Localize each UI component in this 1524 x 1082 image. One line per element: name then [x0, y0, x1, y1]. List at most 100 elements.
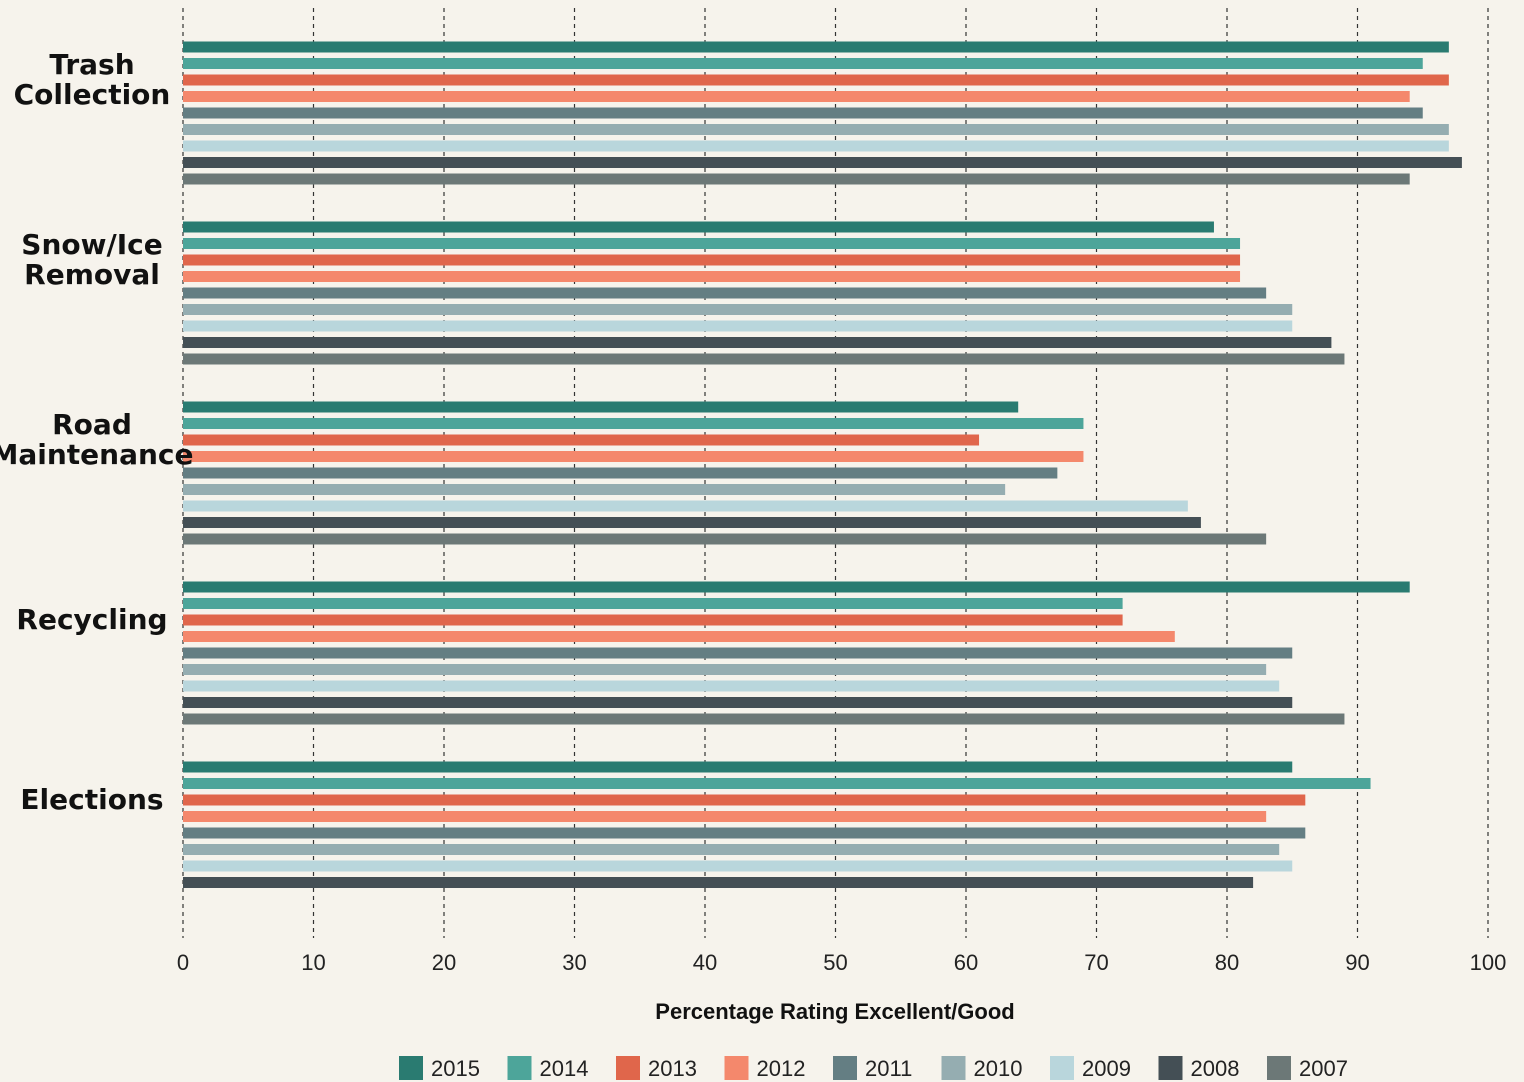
- legend-item-2008: 2008: [1158, 1056, 1240, 1081]
- bar-road-maintenance-2008: [183, 517, 1201, 528]
- category-label-elections: Elections: [20, 783, 163, 816]
- x-tick-label: 10: [301, 950, 325, 975]
- category-label-road-maintenance: Road Maintenance: [0, 408, 194, 471]
- legend: 2015 2014 2013 2012 2011 2010 2009 2008 2007: [399, 1056, 1348, 1081]
- bar-road-maintenance-2012: [183, 451, 1084, 462]
- bar-snow-ice-removal-2014: [183, 238, 1241, 249]
- bar-trash-collection-2010: [183, 124, 1449, 135]
- bar-recycling-2011: [183, 647, 1293, 659]
- category-label-line: Removal: [24, 258, 160, 291]
- bar-trash-collection-2012: [183, 91, 1410, 102]
- legend-item-2012: 2012: [724, 1056, 806, 1081]
- bar-road-maintenance-2011: [183, 467, 1058, 479]
- x-tick-label: 30: [562, 950, 586, 975]
- bar-road-maintenance-2010: [183, 484, 1006, 495]
- legend-label: 2012: [757, 1056, 806, 1081]
- category-label-trash-collection: Trash Collection: [14, 48, 171, 111]
- x-tick-label: 0: [177, 950, 189, 975]
- bar-road-maintenance-2015: [183, 401, 1019, 413]
- bar-recycling-2007: [183, 713, 1345, 725]
- legend-label: 2009: [1082, 1056, 1131, 1081]
- bar-elections-2015: [183, 761, 1293, 773]
- bar-snow-ice-removal-2015: [183, 221, 1214, 233]
- category-label-line: Recycling: [16, 603, 167, 636]
- bar-trash-collection-2013: [183, 74, 1449, 86]
- bar-group-snow-ice-removal: [183, 221, 1345, 365]
- legend-label: 2013: [648, 1056, 697, 1081]
- x-tick-label: 100: [1470, 950, 1507, 975]
- legend-swatch: [724, 1056, 749, 1080]
- legend-label: 2007: [1299, 1056, 1348, 1081]
- x-tick-label: 40: [693, 950, 717, 975]
- bar-recycling-2009: [183, 680, 1280, 692]
- bar-elections-2011: [183, 827, 1306, 839]
- bar-group-elections: [183, 761, 1371, 888]
- legend-swatch: [833, 1056, 857, 1080]
- bar-recycling-2008: [183, 697, 1293, 708]
- bar-recycling-2015: [183, 581, 1410, 593]
- legend-label: 2008: [1191, 1056, 1240, 1081]
- bar-elections-2013: [183, 794, 1306, 806]
- x-axis-title: Percentage Rating Excellent/Good: [655, 999, 1014, 1024]
- category-label-line: Trash: [49, 48, 134, 81]
- category-label-line: Elections: [20, 783, 163, 816]
- x-tick-label: 80: [1215, 950, 1239, 975]
- bar-trash-collection-2014: [183, 58, 1423, 69]
- bar-road-maintenance-2014: [183, 418, 1084, 429]
- bar-road-maintenance-2013: [183, 434, 980, 446]
- bar-snow-ice-removal-2008: [183, 337, 1332, 348]
- category-label-line: Road: [52, 408, 132, 441]
- legend-swatch: [507, 1056, 532, 1080]
- legend-swatch: [399, 1056, 423, 1080]
- legend-label: 2010: [974, 1056, 1023, 1081]
- bar-recycling-2010: [183, 664, 1267, 675]
- bar-elections-2010: [183, 844, 1280, 855]
- bar-snow-ice-removal-2013: [183, 254, 1241, 266]
- bar-snow-ice-removal-2011: [183, 287, 1267, 299]
- bar-road-maintenance-2009: [183, 500, 1188, 512]
- legend-item-2007: 2007: [1267, 1056, 1348, 1081]
- legend-item-2009: 2009: [1050, 1056, 1131, 1081]
- category-label-layer: Trash Collection Snow/Ice Removal Road Mainte…: [0, 48, 194, 816]
- bar-group-recycling: [183, 581, 1410, 725]
- x-tick-layer: 0 10 20 30 40 50 60 70 80 90 100: [177, 950, 1506, 975]
- category-label-line: Maintenance: [0, 438, 194, 471]
- legend-item-2013: 2013: [616, 1056, 697, 1081]
- legend-item-2010: 2010: [941, 1056, 1023, 1081]
- legend-swatch: [941, 1056, 966, 1080]
- bar-elections-2008: [183, 877, 1254, 888]
- legend-item-2014: 2014: [507, 1056, 589, 1081]
- bar-trash-collection-2008: [183, 157, 1462, 168]
- bar-elections-2009: [183, 860, 1293, 872]
- x-tick-label: 50: [823, 950, 847, 975]
- x-tick-label: 20: [432, 950, 456, 975]
- bar-snow-ice-removal-2010: [183, 304, 1293, 315]
- legend-swatch: [1050, 1056, 1074, 1080]
- legend-swatch: [1158, 1056, 1183, 1080]
- bar-trash-collection-2011: [183, 107, 1423, 119]
- legend-label: 2014: [540, 1056, 589, 1081]
- bar-group-road-maintenance: [183, 401, 1267, 545]
- bar-snow-ice-removal-2007: [183, 353, 1345, 365]
- x-tick-label: 90: [1345, 950, 1369, 975]
- legend-swatch: [1267, 1056, 1291, 1080]
- x-tick-label: 70: [1084, 950, 1108, 975]
- bar-trash-collection-2015: [183, 41, 1449, 53]
- legend-item-2011: 2011: [833, 1056, 912, 1081]
- legend-label: 2011: [865, 1056, 912, 1081]
- bar-elections-2012: [183, 811, 1267, 822]
- bar-road-maintenance-2007: [183, 533, 1267, 545]
- category-label-snow-ice-removal: Snow/Ice Removal: [21, 228, 162, 291]
- category-label-recycling: Recycling: [16, 603, 167, 636]
- category-label-line: Collection: [14, 78, 171, 111]
- bar-snow-ice-removal-2009: [183, 320, 1293, 332]
- bar-trash-collection-2009: [183, 140, 1449, 152]
- x-tick-label: 60: [954, 950, 978, 975]
- bar-layer: [183, 41, 1462, 888]
- bar-snow-ice-removal-2012: [183, 271, 1241, 282]
- bar-recycling-2014: [183, 598, 1123, 609]
- bar-group-trash-collection: [183, 41, 1462, 185]
- legend-swatch: [616, 1056, 640, 1080]
